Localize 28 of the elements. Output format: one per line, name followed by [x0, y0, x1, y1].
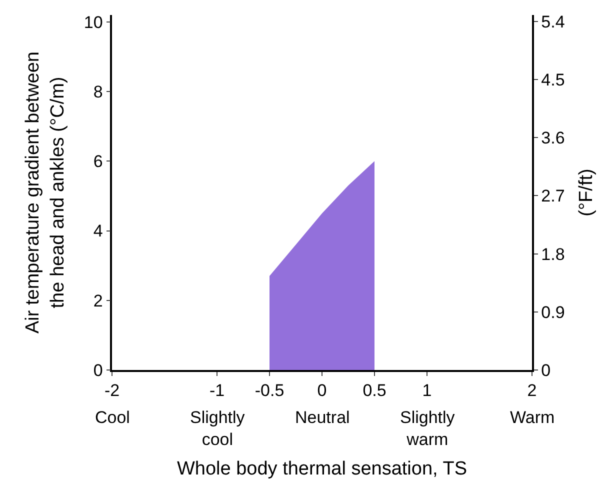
y-tick-label: 10: [84, 12, 103, 32]
x-tick-label: 0: [317, 381, 327, 400]
y-tick-label: 8: [93, 82, 103, 102]
text: Slightly warm: [400, 408, 456, 450]
y2-axis-title: (°F/ft): [576, 168, 598, 216]
y2-tick-label: 4.5: [541, 70, 565, 90]
text: Slightly cool: [190, 408, 246, 450]
x-tick-label: -1: [209, 381, 225, 400]
x-tick-label: 0.5: [362, 381, 386, 400]
y2-tick-label: 0.9: [541, 302, 565, 322]
y-tick-label: 0: [93, 360, 103, 380]
x-tick-label: 2: [527, 381, 537, 400]
y2-tick-label: 2.7: [541, 186, 565, 206]
y2-tick-label: 3.6: [541, 128, 565, 148]
y-tick-label: 6: [93, 152, 103, 172]
x-tick-label: -0.5: [254, 381, 284, 400]
y-tick-label: 2: [93, 291, 103, 310]
y2-tick-label: 1.8: [541, 244, 565, 264]
y-tick-label: 4: [93, 222, 103, 241]
y2-tick-label: 5.4: [541, 12, 565, 32]
text: Cool: [95, 408, 130, 427]
x-tick-label: -2: [104, 381, 120, 400]
x-tick-label: 1: [422, 381, 432, 400]
y-axis-title: Air temperature gradient between the head and ankles (°C/m): [22, 52, 68, 334]
text: Neutral: [295, 408, 350, 427]
y2-tick-label: 0: [541, 360, 551, 380]
text: Warm: [510, 408, 555, 427]
x-axis-title: Whole body thermal sensation, TS: [176, 458, 468, 480]
